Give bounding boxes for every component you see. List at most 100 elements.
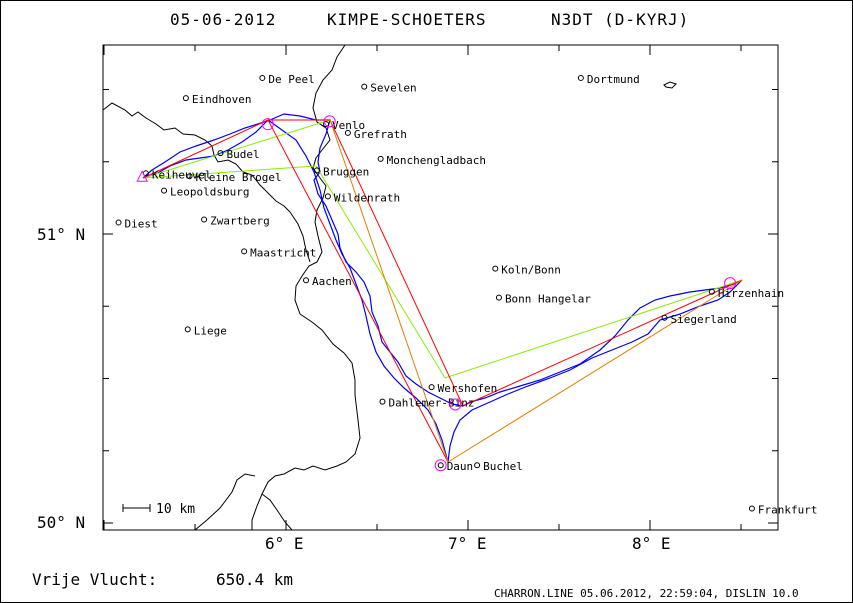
place-dot xyxy=(313,167,320,174)
place-marker: Bonn Hangelar xyxy=(495,293,591,306)
place-marker: Frankfurt xyxy=(748,504,818,517)
place-dot xyxy=(495,294,502,301)
place-label: Maastricht xyxy=(250,246,316,259)
place-label: Wildenrath xyxy=(334,191,400,204)
title-date: 05-06-2012 xyxy=(170,10,276,29)
route-leg-red-2 xyxy=(267,119,449,463)
route-leg-red-4 xyxy=(462,279,743,407)
place-label: Diest xyxy=(125,217,158,230)
place-label: Hirzenhain xyxy=(718,287,784,300)
place-label: Aachen xyxy=(312,275,352,288)
place-label: Dortmund xyxy=(587,73,640,86)
border-nl-south xyxy=(289,211,311,263)
place-dot xyxy=(303,277,310,284)
place-label: Frankfurt xyxy=(758,504,818,517)
turnpoint-circle xyxy=(261,118,274,131)
gps-track xyxy=(142,113,743,463)
place-label: Koln/Bonn xyxy=(501,264,561,277)
place-dot xyxy=(217,150,224,157)
place-dot xyxy=(161,187,168,194)
place-marker: Wildenrath xyxy=(324,191,400,204)
country-borders xyxy=(102,44,361,531)
border-lux xyxy=(194,473,256,531)
place-label: Eindhoven xyxy=(192,93,252,106)
place-dot xyxy=(344,129,351,136)
place-dot xyxy=(241,248,248,255)
place-marker: Zwartberg xyxy=(201,215,270,228)
route-leg-orange-1 xyxy=(447,279,743,463)
place-label: Siegerland xyxy=(671,313,737,326)
place-label: Buchel xyxy=(483,460,523,473)
route-leg-green-3 xyxy=(315,165,446,379)
turnpoint-circle xyxy=(449,398,462,411)
place-label: Grefrath xyxy=(354,128,407,141)
place-marker: Leopoldsburg xyxy=(161,186,250,199)
track-outbound xyxy=(142,113,464,407)
place-marker: Monchengladbach xyxy=(377,154,486,167)
place-label: Venlo xyxy=(332,119,365,132)
place-dot xyxy=(186,173,193,180)
place-marker: Liege xyxy=(184,324,227,337)
lake-outline xyxy=(663,81,677,89)
place-dot xyxy=(182,95,189,102)
title-pilots: KIMPE-SCHOETERS xyxy=(327,10,487,29)
lat-label-51: 51° N xyxy=(37,225,85,244)
scale-bar: 10 km xyxy=(122,502,195,517)
place-dot xyxy=(115,219,122,226)
place-marker: Maastricht xyxy=(241,246,316,259)
place-label: Budel xyxy=(226,148,259,161)
route-leg-red-3 xyxy=(329,119,464,407)
place-marker: Eindhoven xyxy=(182,93,252,106)
place-label: Keiheuvel xyxy=(152,168,212,181)
route-leg-orange-2 xyxy=(329,119,449,463)
place-label: Dahlemer-Binz xyxy=(388,397,474,410)
place-dot xyxy=(379,398,386,405)
place-label: Daun xyxy=(447,460,474,473)
footer-info: CHARRON.LINE 05.06.2012, 22:59:04, DISLI… xyxy=(494,587,799,600)
place-label: Bruggen xyxy=(323,165,369,178)
border-lux-de xyxy=(261,493,293,531)
place-dot xyxy=(492,265,499,272)
border-nl-be xyxy=(102,102,291,213)
place-marker: Kleine Brogel xyxy=(186,171,282,184)
place-marker: Buchel xyxy=(474,460,523,473)
place-label: Bonn Hangelar xyxy=(505,293,591,306)
place-dot xyxy=(323,121,330,128)
place-label: Leopoldsburg xyxy=(170,186,249,199)
route-leg-green-2 xyxy=(142,165,317,179)
title-callsign: N3DT (D-KYRJ) xyxy=(551,10,689,29)
place-marker: Sevelen xyxy=(361,82,417,95)
place-label: Kleine Brogel xyxy=(196,171,282,184)
place-label: Zwartberg xyxy=(210,215,270,228)
lon-label-7: 7° E xyxy=(448,534,487,553)
distance-value: 650.4 km xyxy=(216,570,293,589)
place-dot xyxy=(428,384,435,391)
place-marker: Daun xyxy=(437,460,474,473)
place-dot xyxy=(474,462,481,469)
place-marker: Dortmund xyxy=(577,73,640,86)
place-marker: Siegerland xyxy=(661,313,737,326)
place-marker: Wershofen xyxy=(428,382,497,395)
place-dot xyxy=(708,288,715,295)
border-be-de xyxy=(251,313,361,530)
place-dot xyxy=(184,326,191,333)
lon-label-6: 6° E xyxy=(265,534,304,553)
scale-bar-label: 10 km xyxy=(156,502,195,517)
place-marker: Aachen xyxy=(303,275,352,288)
route-legs xyxy=(142,119,743,463)
place-marker: Venlo xyxy=(323,119,365,132)
distance-label: Vrije Vlucht: xyxy=(32,570,157,589)
track-west xyxy=(142,119,269,179)
place-label: De Peel xyxy=(268,73,314,86)
place-marker: Bruggen xyxy=(313,165,369,178)
place-dot xyxy=(577,74,584,81)
turnpoint-circle xyxy=(323,115,336,128)
place-dot xyxy=(361,83,368,90)
track-final xyxy=(447,279,743,463)
place-dot xyxy=(748,505,755,512)
route-leg-green-1 xyxy=(142,119,331,179)
place-dot xyxy=(259,74,266,81)
place-dot xyxy=(661,314,668,321)
turnpoint-markers xyxy=(136,115,737,472)
place-marker: Koln/Bonn xyxy=(492,264,561,277)
